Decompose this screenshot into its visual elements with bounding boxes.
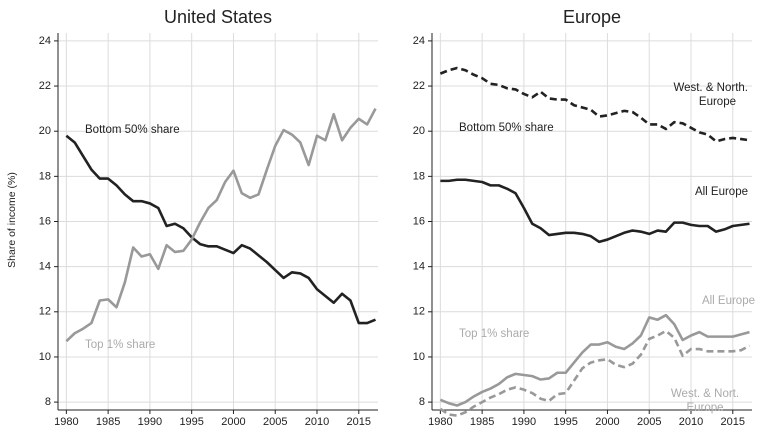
y-tick-label: 8 bbox=[419, 396, 425, 408]
series-line bbox=[65, 108, 377, 343]
x-tick-label: 2010 bbox=[679, 416, 703, 428]
y-tick-label: 22 bbox=[413, 80, 425, 92]
x-tick-label: 1985 bbox=[470, 416, 494, 428]
annotation: Europe bbox=[699, 96, 736, 108]
y-tick-label: 18 bbox=[39, 170, 51, 182]
annotation: Top 1% share bbox=[459, 328, 529, 340]
annotation: Europe bbox=[686, 402, 723, 414]
x-tick-label: 2005 bbox=[637, 416, 661, 428]
annotation: Bottom 50% share bbox=[459, 122, 554, 134]
x-tick-label: 2005 bbox=[263, 416, 287, 428]
y-tick-label: 10 bbox=[39, 351, 51, 363]
y-tick-label: 12 bbox=[39, 306, 51, 318]
y-tick-label: 18 bbox=[413, 170, 425, 182]
x-tick-label: 1980 bbox=[54, 416, 78, 428]
x-tick-label: 2000 bbox=[595, 416, 619, 428]
chart-title: United States bbox=[164, 7, 272, 27]
series-line bbox=[439, 66, 750, 143]
y-tick-label: 8 bbox=[45, 396, 51, 408]
y-tick-label: 16 bbox=[413, 215, 425, 227]
series-line bbox=[439, 329, 751, 417]
x-tick-label: 1995 bbox=[553, 416, 577, 428]
x-tick-label: 1990 bbox=[138, 416, 162, 428]
y-tick-label: 10 bbox=[413, 351, 425, 363]
annotation: All Europe bbox=[695, 186, 748, 198]
x-tick-label: 1985 bbox=[96, 416, 120, 428]
series-line bbox=[440, 178, 750, 244]
annotation: Top 1% share bbox=[85, 339, 155, 351]
y-tick-label: 20 bbox=[39, 125, 51, 137]
chart-title: Europe bbox=[563, 7, 621, 27]
y-tick-label: 16 bbox=[39, 215, 51, 227]
y-axis-label: Share of income (%) bbox=[6, 172, 18, 268]
x-tick-label: 2000 bbox=[221, 416, 245, 428]
x-tick-label: 2010 bbox=[305, 416, 329, 428]
y-tick-label: 14 bbox=[39, 261, 51, 273]
y-tick-label: 24 bbox=[39, 35, 51, 47]
y-tick-label: 24 bbox=[413, 35, 425, 47]
x-tick-label: 2015 bbox=[721, 416, 745, 428]
x-tick-label: 1980 bbox=[428, 416, 452, 428]
annotation: West. & Nort. bbox=[671, 388, 739, 400]
y-tick-label: 22 bbox=[39, 80, 51, 92]
annotation: West. & North. bbox=[673, 82, 748, 94]
x-tick-label: 1990 bbox=[512, 416, 536, 428]
x-tick-label: 1995 bbox=[179, 416, 203, 428]
annotation: Bottom 50% share bbox=[85, 124, 180, 136]
series-line bbox=[439, 313, 750, 407]
x-tick-label: 2015 bbox=[347, 416, 371, 428]
annotation: All Europe bbox=[702, 295, 755, 307]
series-line bbox=[65, 134, 376, 325]
y-tick-label: 20 bbox=[413, 125, 425, 137]
y-tick-label: 12 bbox=[413, 306, 425, 318]
y-tick-label: 14 bbox=[413, 261, 425, 273]
